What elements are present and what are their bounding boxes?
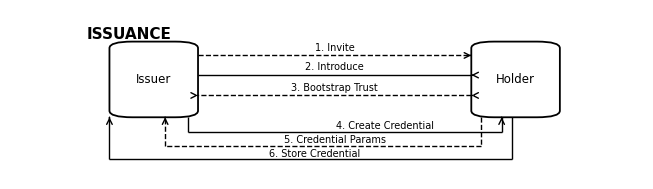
Text: 2. Introduce: 2. Introduce bbox=[306, 62, 364, 72]
Text: 1. Invite: 1. Invite bbox=[315, 43, 355, 53]
Text: 5. Credential Params: 5. Credential Params bbox=[283, 135, 386, 145]
Text: 6. Store Credential: 6. Store Credential bbox=[269, 149, 360, 159]
Text: Holder: Holder bbox=[496, 73, 535, 86]
Text: 4. Create Credential: 4. Create Credential bbox=[336, 121, 434, 131]
Text: Issuer: Issuer bbox=[136, 73, 172, 86]
FancyBboxPatch shape bbox=[471, 42, 560, 117]
Text: ISSUANCE: ISSUANCE bbox=[87, 27, 172, 42]
Text: 3. Bootstrap Trust: 3. Bootstrap Trust bbox=[291, 83, 378, 93]
FancyBboxPatch shape bbox=[110, 42, 198, 117]
